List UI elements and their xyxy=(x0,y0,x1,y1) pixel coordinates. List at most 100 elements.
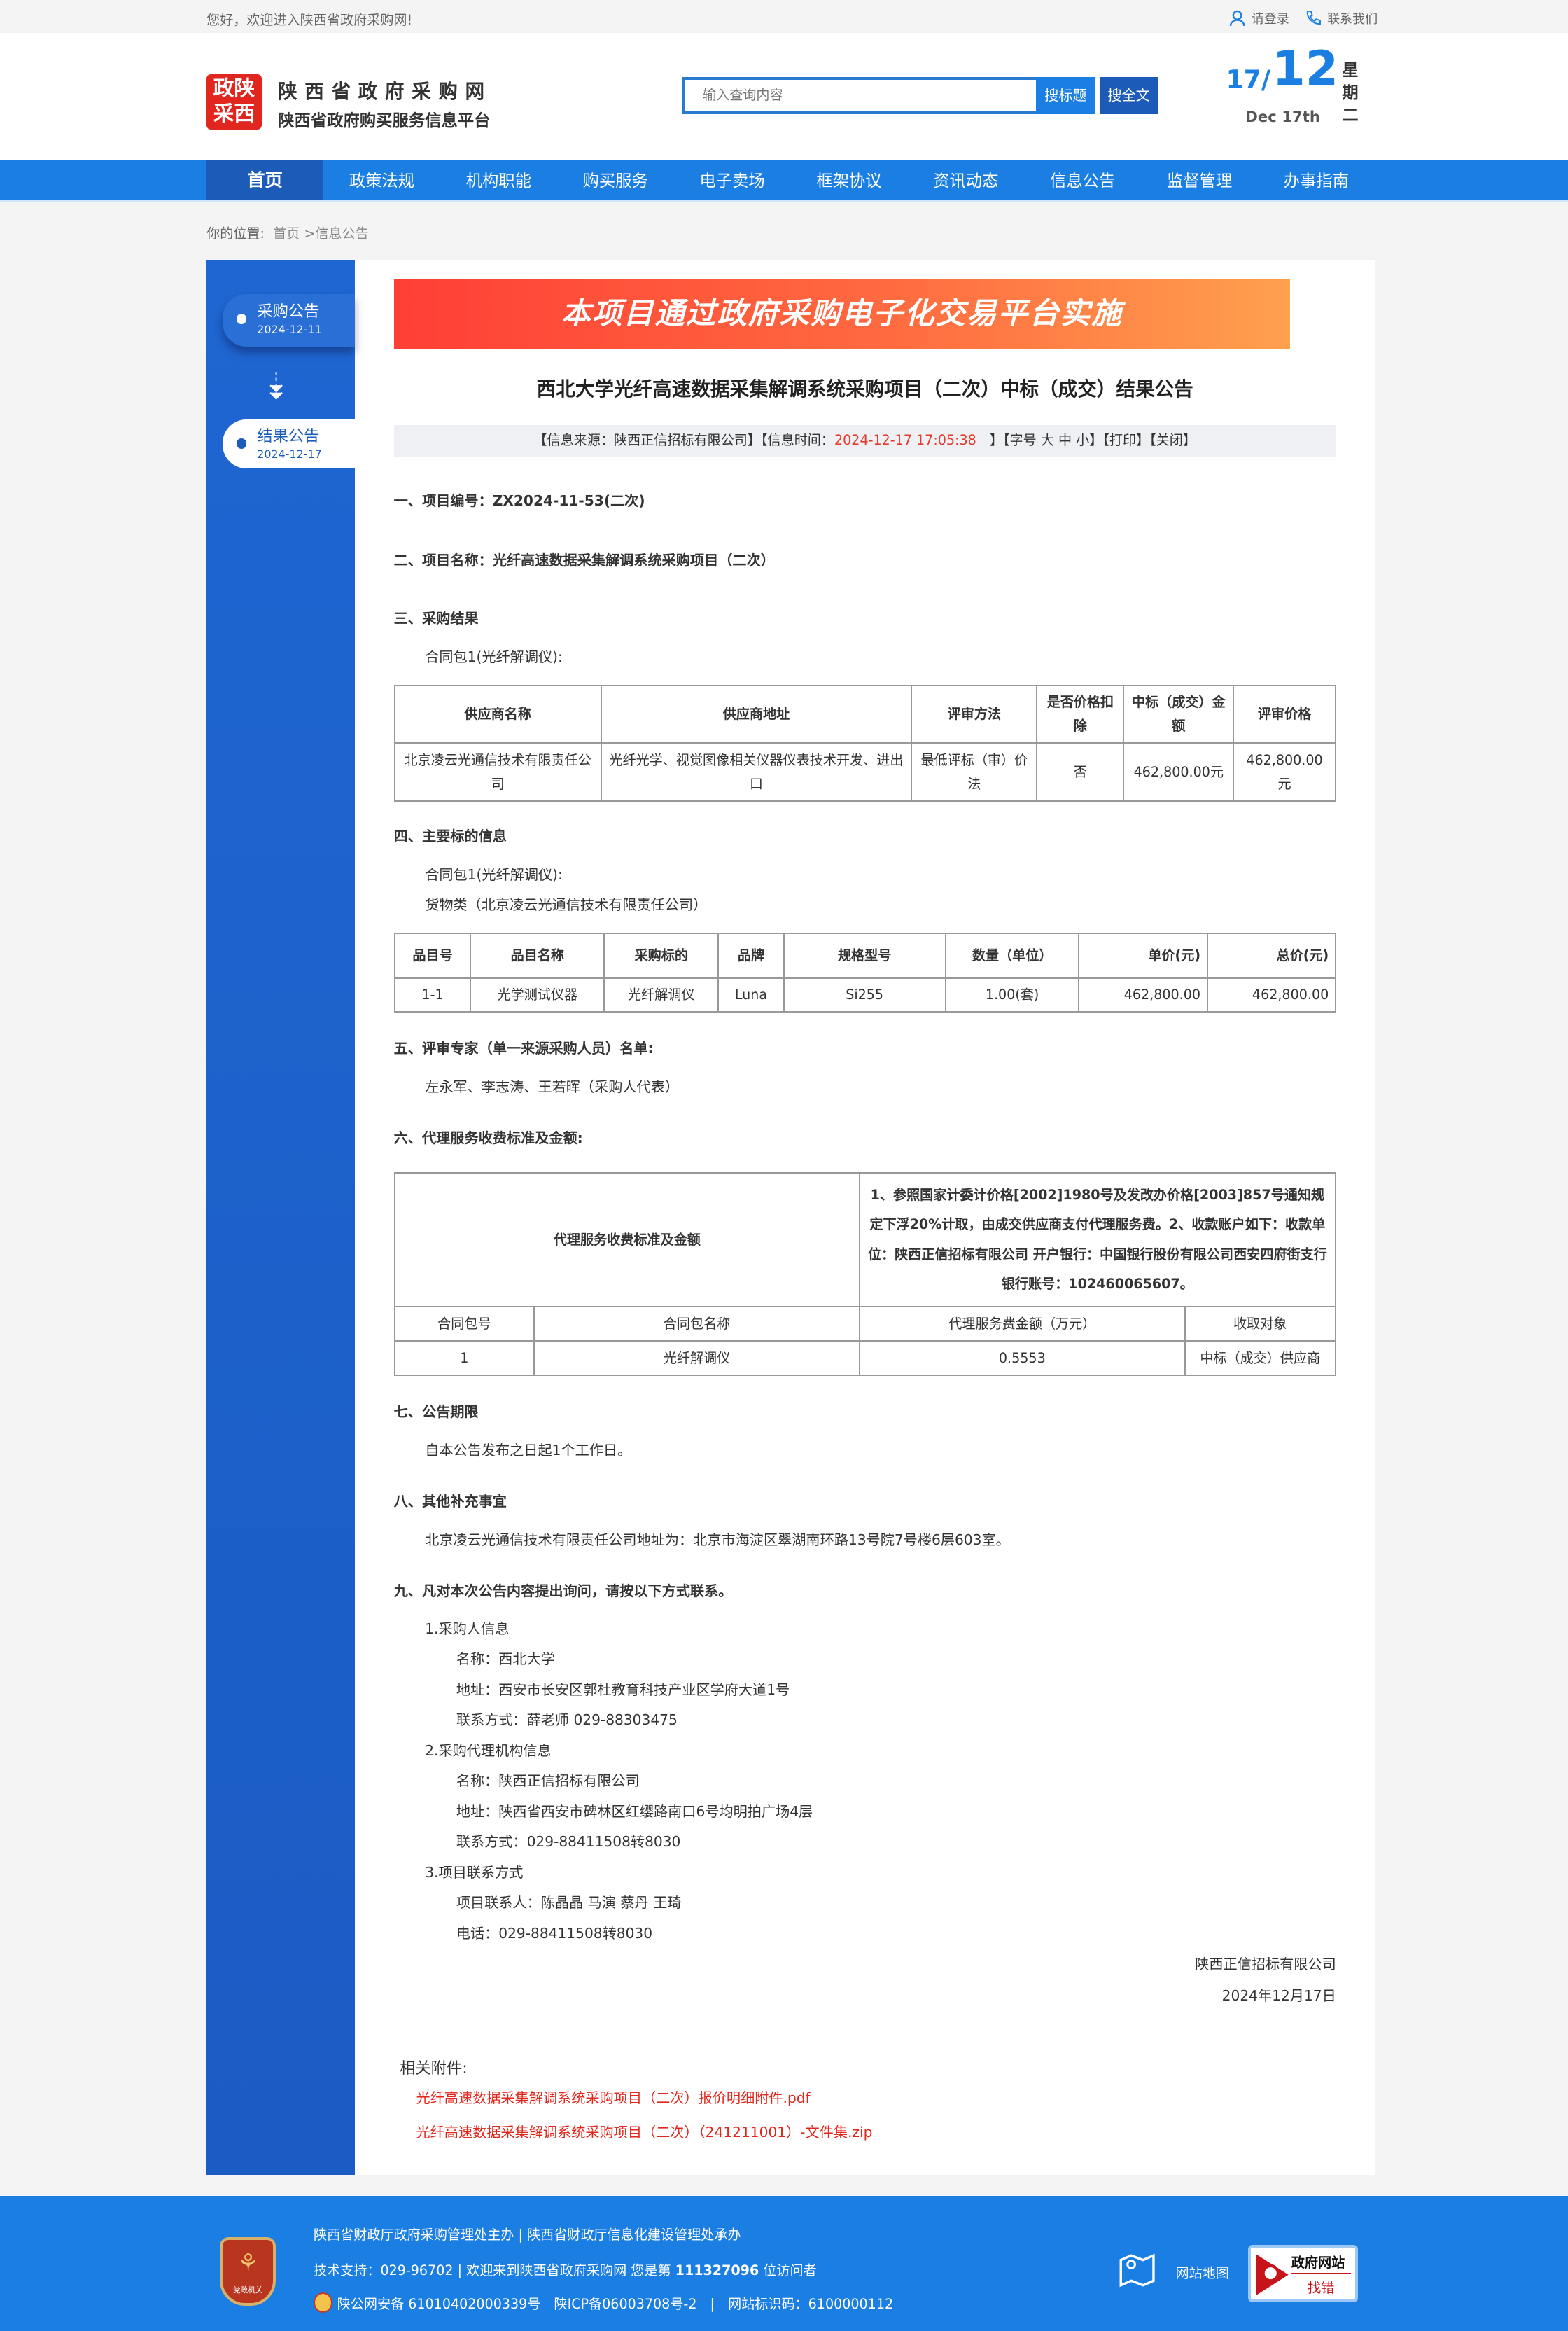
attachments-label: 相关附件: xyxy=(400,2059,468,2078)
cell: 1.00(套) xyxy=(944,977,1080,1013)
font-size-controls[interactable]: 】【字号 大 中 小】 xyxy=(976,432,1103,449)
contact-line: 名称：陕西正信招标有限公司 xyxy=(456,1772,640,1790)
footer-support: 技术支持：029-96702 | 欢迎来到陕西省政府采购网 您是第 111327… xyxy=(314,2260,817,2279)
col-header: 中标（成交）金额 xyxy=(1123,684,1235,744)
party-gov-emblem[interactable]: ⚘ 党政机关 xyxy=(220,2237,276,2306)
nav-purchase-services[interactable]: 购买服务 xyxy=(582,171,648,191)
support-suffix: 位访问者 xyxy=(759,2262,817,2279)
nav-e-mall[interactable]: 电子卖场 xyxy=(699,171,765,191)
cell: 462,800.00元 xyxy=(1123,742,1235,802)
col-header: 规格型号 xyxy=(783,932,946,979)
fee-table: 代理服务收费标准及金额 1、参照国家计委计价格[2002]1980号及发改办价格… xyxy=(393,1172,1336,1376)
footer-icp: 陕公网安备 61010402000339号 陕ICP备06003708号-2 |… xyxy=(313,2292,894,2313)
goods-label: 货物类（北京凌云光通信技术有限责任公司） xyxy=(425,896,708,914)
top-bar: 您好，欢迎进入陕西省政府采购网! 请登录 联系我们 xyxy=(0,0,1568,33)
cell: Si255 xyxy=(783,977,946,1013)
col-header: 供应商地址 xyxy=(600,684,913,744)
cell: 否 xyxy=(1036,742,1125,802)
search-fulltext-button[interactable]: 搜全文 xyxy=(1100,77,1158,115)
experts-list: 左永军、李志涛、王若晖（采购人代表） xyxy=(425,1078,680,1096)
sidebar-item-label: 结果公告 xyxy=(257,427,320,446)
col-header: 总价(元) xyxy=(1206,932,1336,979)
date-english: Dec 17th xyxy=(1245,108,1320,126)
cell: 462,800.00 xyxy=(1078,977,1208,1013)
date-day: 17/ xyxy=(1226,65,1271,95)
package-label: 合同包1(光纤解调仪): xyxy=(425,865,563,883)
site-subtitle: 陕西省政府购买服务信息平台 xyxy=(278,110,491,130)
nav-framework[interactable]: 框架协议 xyxy=(816,171,882,191)
cell: 光纤解调仪 xyxy=(603,977,720,1013)
col-header: 供应商名称 xyxy=(393,684,602,744)
col-header: 合同包名称 xyxy=(533,1306,860,1342)
nav-institutions[interactable]: 机构职能 xyxy=(465,171,531,191)
contact-label: 联系我们 xyxy=(1326,11,1378,27)
weekday: 星期二 xyxy=(1342,60,1359,125)
table-header-row: 合同包号 合同包名称 代理服务费金额（万元） 收取对象 xyxy=(393,1306,1336,1342)
cell: 最低评标（审）价法 xyxy=(911,742,1038,802)
gov-site-error-report[interactable]: 政府网站 找错 xyxy=(1248,2245,1359,2303)
meta-time: 2024-12-17 17:05:38 xyxy=(834,432,976,449)
breadcrumb-label: 你的位置: xyxy=(206,225,265,242)
fee-label: 代理服务收费标准及金额 xyxy=(393,1172,860,1308)
section-heading: 一、项目编号：ZX2024-11-53(二次) xyxy=(393,492,645,510)
icp-text[interactable]: 陕公网安备 61010402000339号 陕ICP备06003708号-2 |… xyxy=(337,2295,894,2312)
platform-banner: 本项目通过政府采购电子化交易平台实施 xyxy=(393,279,1290,349)
badge-bottom-text: 找错 xyxy=(1308,2280,1335,2297)
sitemap-link[interactable]: 网站地图 xyxy=(1175,2265,1229,2282)
login-link[interactable]: 请登录 xyxy=(1229,9,1289,27)
col-header: 单价(元) xyxy=(1078,932,1208,979)
dot-icon xyxy=(236,438,247,450)
cell: 0.5553 xyxy=(858,1340,1186,1376)
nav-policy[interactable]: 政策法规 xyxy=(349,171,415,191)
table-row: 北京凌云光通信技术有限责任公司 光纤光学、视觉图像相关仪器仪表技术开发、进出口 … xyxy=(393,742,1336,802)
nav-supervision[interactable]: 监督管理 xyxy=(1166,171,1233,191)
section-heading: 八、其他补充事宜 xyxy=(393,1493,507,1510)
site-logo[interactable]: 政陕采西 xyxy=(206,74,262,130)
signature-org: 陕西正信招标有限公司 xyxy=(1195,1956,1336,1973)
map-icon[interactable] xyxy=(1118,2253,1156,2288)
sidebar-item-result-notice[interactable]: 结果公告 2024-12-17 xyxy=(223,419,356,468)
result-table: 供应商名称 供应商地址 评审方法 是否价格扣除 中标（成交）金额 评审价格 北京… xyxy=(393,684,1336,802)
section-heading: 六、代理服务收费标准及金额: xyxy=(393,1129,583,1147)
cell: Luna xyxy=(718,977,785,1013)
contact-line: 地址：陕西省西安市碑林区红缨路南口6号均明拍广场4层 xyxy=(456,1802,813,1820)
cell: 北京凌云光通信技术有限责任公司 xyxy=(393,742,602,802)
print-button[interactable]: 【打印】 xyxy=(1102,432,1150,449)
col-header: 收取对象 xyxy=(1184,1306,1336,1342)
contact-group: 2.采购代理机构信息 xyxy=(425,1741,552,1759)
cell: 中标（成交）供应商 xyxy=(1184,1340,1336,1376)
phone-icon xyxy=(1307,11,1322,25)
nav-announcements[interactable]: 信息公告 xyxy=(1049,171,1116,191)
period-text: 自本公告发布之日起1个工作日。 xyxy=(425,1441,632,1459)
cell: 462,800.00元 xyxy=(1233,742,1336,802)
nav-home[interactable]: 首页 xyxy=(206,160,323,200)
support-text: 技术支持：029-96702 | 欢迎来到陕西省政府采购网 您是第 xyxy=(313,2262,676,2279)
contact-link[interactable]: 联系我们 xyxy=(1305,9,1378,27)
meta-source: 【信息来源：陕西正信招标有限公司】【信息时间： xyxy=(533,432,834,449)
badge-top-text: 政府网站 xyxy=(1291,2255,1345,2271)
site-title: 陕西省政府采购网 xyxy=(278,80,492,104)
breadcrumb-current[interactable]: 信息公告 xyxy=(315,225,369,242)
search-title-button[interactable]: 搜标题 xyxy=(1035,77,1096,115)
table-header-row: 品目号 品目名称 采购标的 品牌 规格型号 数量（单位） 单价(元) 总价(元) xyxy=(393,932,1336,979)
contact-line: 联系方式：薛老师 029-88303475 xyxy=(456,1711,678,1729)
contact-line: 项目联系人：陈晶晶 马演 蔡丹 王琦 xyxy=(456,1894,682,1912)
contact-line: 地址：西安市长安区郭杜教育科技产业区学府大道1号 xyxy=(456,1681,790,1698)
breadcrumb-home[interactable]: 首页 xyxy=(273,225,300,242)
search-input[interactable] xyxy=(682,77,1049,114)
sidebar-item-purchase-notice[interactable]: 采购公告 2024-12-11 xyxy=(223,294,356,347)
section-heading: 七、公告期限 xyxy=(393,1403,479,1420)
nav-guide[interactable]: 办事指南 xyxy=(1283,171,1350,191)
attachment-link[interactable]: 光纤高速数据采集解调系统采购项目（二次）报价明细附件.pdf xyxy=(416,2089,811,2107)
dot-icon xyxy=(236,313,247,324)
main-nav: 首页 政策法规 机构职能 购买服务 电子卖场 框架协议 资讯动态 信息公告 监督… xyxy=(0,160,1568,202)
attachment-link[interactable]: 光纤高速数据采集解调系统采购项目（二次）（241211001）-文件集.zip xyxy=(416,2124,873,2141)
contact-line: 联系方式：029-88411508转8030 xyxy=(456,1833,681,1851)
close-button[interactable]: 【关闭】 xyxy=(1149,432,1196,449)
header: 政陕采西 陕西省政府采购网 陕西省政府购买服务信息平台 搜标题 搜全文 17/ … xyxy=(0,32,1568,161)
col-header: 品目名称 xyxy=(470,932,606,979)
breadcrumb: 你的位置: 首页 >信息公告 xyxy=(206,223,369,242)
nav-news[interactable]: 资讯动态 xyxy=(933,171,999,191)
magnifier-icon xyxy=(1255,2253,1289,2295)
contact-group: 3.项目联系方式 xyxy=(425,1863,524,1881)
